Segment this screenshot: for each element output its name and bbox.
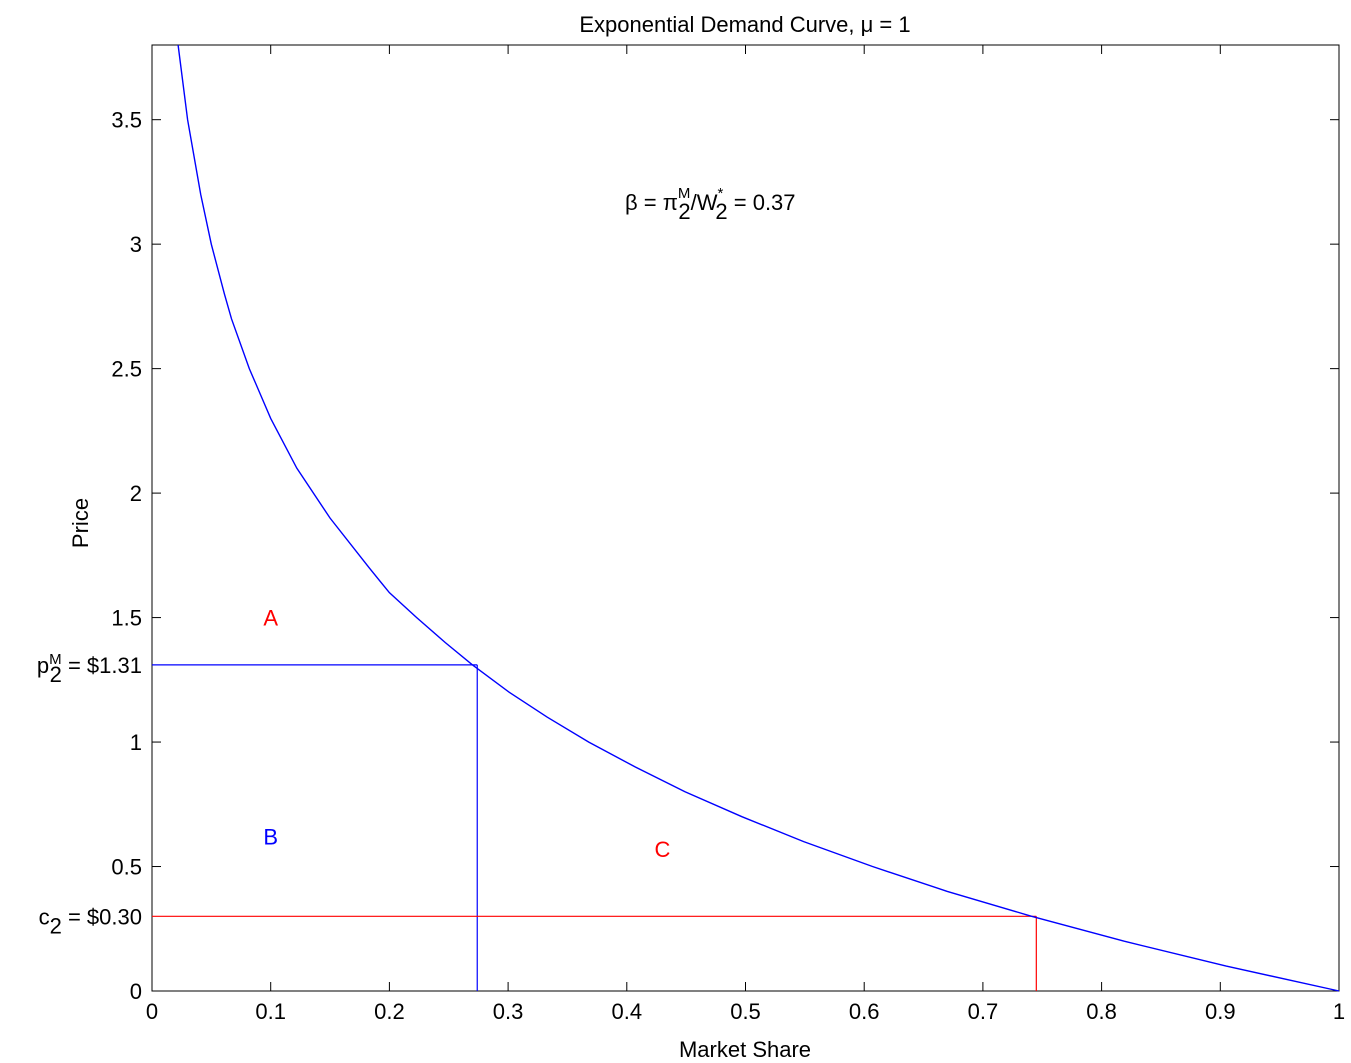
x-tick-label: 1 (1333, 999, 1345, 1024)
annotation-superscript: M (678, 185, 691, 202)
region-label: A (263, 606, 278, 631)
annotation-part: = 0.37 (728, 190, 796, 215)
x-tick-label: 0.9 (1205, 999, 1236, 1024)
region-label: B (263, 825, 278, 850)
x-axis-label: Market Share (679, 1037, 811, 1062)
annotation-part: /W (691, 190, 718, 215)
annotation-subscript: 2 (678, 199, 690, 224)
y-tick-label: 2.5 (111, 357, 142, 382)
x-tick-label: 0 (146, 999, 158, 1024)
y-tick-label: 0.5 (111, 855, 142, 880)
y-tick-label: 3.5 (111, 108, 142, 133)
y-tick-label: 1 (130, 730, 142, 755)
x-tick-label: 0.7 (968, 999, 999, 1024)
annotation-superscript: * (718, 185, 724, 202)
y-tick-label: 1.5 (111, 606, 142, 631)
x-tick-label: 0.2 (374, 999, 405, 1024)
x-tick-label: 0.8 (1086, 999, 1117, 1024)
cost-price-label: c2 = $0.30 (39, 904, 142, 938)
monopoly-price-label: pM 2 = $1.31 (37, 651, 142, 687)
x-tick-label: 0.6 (849, 999, 880, 1024)
label-subscript: 2 (50, 913, 62, 938)
label-part: = $1.31 (62, 653, 142, 678)
label-subscript: 2 (50, 662, 62, 687)
plot-area: 0 0.1 0.2 0.3 0.4 0.5 0.6 0.7 0.8 0.9 1 0 0.5 1 1.5 2 2.… (37, 44, 1345, 1024)
y-tick-label: 3 (130, 232, 142, 257)
label-part: p (37, 653, 49, 678)
label-superscript: M (49, 651, 62, 668)
label-part: c (39, 904, 50, 929)
annotation-part: β = π (625, 190, 678, 215)
annotation-subscript: 2 (715, 199, 727, 224)
region-label: C (654, 837, 670, 862)
x-tick-label: 0.1 (255, 999, 286, 1024)
y-tick-label: 0 (130, 979, 142, 1004)
y-tick-label: 2 (130, 481, 142, 506)
y-axis-label: Price (68, 498, 93, 548)
x-tick-label: 0.5 (730, 999, 761, 1024)
label-part: = $0.30 (62, 904, 142, 929)
x-tick-label: 0.3 (493, 999, 524, 1024)
chart-title: Exponential Demand Curve, μ = 1 (579, 12, 910, 37)
beta-annotation: β = πM 2/W* 2 = 0.37 (625, 185, 796, 224)
x-tick-label: 0.4 (612, 999, 643, 1024)
demand-curve-line (177, 44, 1340, 992)
